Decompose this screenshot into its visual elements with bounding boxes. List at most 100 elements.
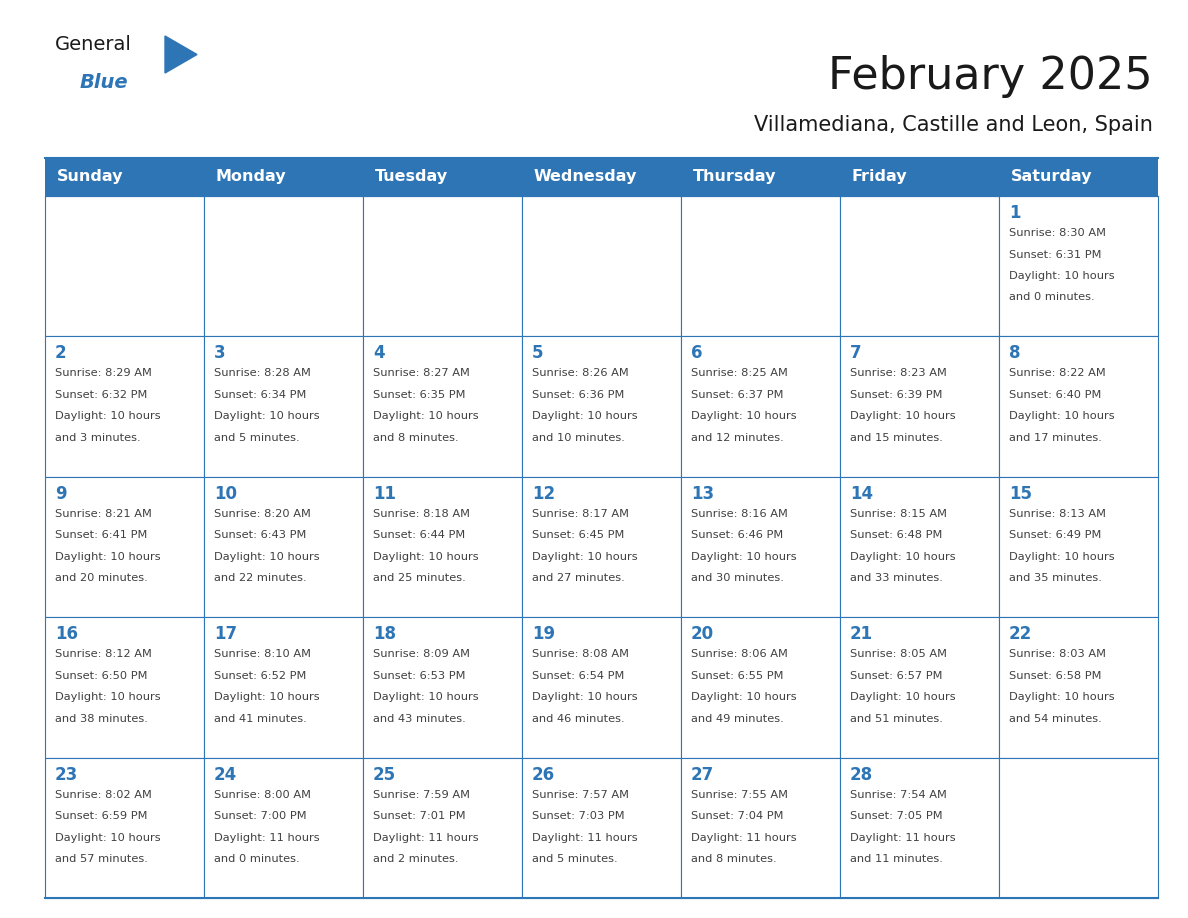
Text: 3: 3: [214, 344, 226, 363]
Text: February 2025: February 2025: [828, 55, 1154, 98]
Bar: [45, 757, 204, 898]
Text: Sunset: 7:01 PM: Sunset: 7:01 PM: [373, 812, 466, 821]
Bar: [522, 196, 681, 336]
Text: 1: 1: [1009, 204, 1020, 222]
Bar: [364, 158, 522, 196]
Text: and 8 minutes.: and 8 minutes.: [373, 433, 459, 442]
Text: Sunset: 6:34 PM: Sunset: 6:34 PM: [214, 390, 307, 400]
Text: Blue: Blue: [80, 73, 128, 92]
Text: Sunrise: 8:27 AM: Sunrise: 8:27 AM: [373, 368, 470, 378]
Text: Sunrise: 7:55 AM: Sunrise: 7:55 AM: [691, 789, 788, 800]
Text: Saturday: Saturday: [1011, 170, 1093, 185]
Text: 26: 26: [532, 766, 555, 784]
Text: and 20 minutes.: and 20 minutes.: [55, 574, 147, 583]
Text: Sunrise: 8:28 AM: Sunrise: 8:28 AM: [214, 368, 311, 378]
Text: Daylight: 10 hours: Daylight: 10 hours: [532, 692, 638, 702]
Text: Sunset: 6:49 PM: Sunset: 6:49 PM: [1009, 531, 1101, 541]
Text: Daylight: 10 hours: Daylight: 10 hours: [55, 411, 160, 421]
Text: Daylight: 10 hours: Daylight: 10 hours: [1009, 692, 1114, 702]
Text: 7: 7: [849, 344, 861, 363]
Text: Sunset: 7:05 PM: Sunset: 7:05 PM: [849, 812, 942, 821]
Text: Daylight: 10 hours: Daylight: 10 hours: [55, 833, 160, 843]
Text: 23: 23: [55, 766, 78, 784]
Text: Sunset: 6:57 PM: Sunset: 6:57 PM: [849, 671, 942, 681]
Polygon shape: [165, 36, 197, 73]
Text: Sunrise: 8:26 AM: Sunrise: 8:26 AM: [532, 368, 628, 378]
Text: and 46 minutes.: and 46 minutes.: [532, 713, 625, 723]
Text: 17: 17: [214, 625, 238, 644]
Text: Sunrise: 8:13 AM: Sunrise: 8:13 AM: [1009, 509, 1106, 519]
Text: Daylight: 10 hours: Daylight: 10 hours: [1009, 271, 1114, 281]
Text: and 41 minutes.: and 41 minutes.: [214, 713, 307, 723]
Bar: [999, 476, 1158, 617]
Text: Sunset: 6:46 PM: Sunset: 6:46 PM: [691, 531, 783, 541]
Text: Sunrise: 7:57 AM: Sunrise: 7:57 AM: [532, 789, 628, 800]
Text: Sunset: 7:04 PM: Sunset: 7:04 PM: [691, 812, 784, 821]
Text: 27: 27: [691, 766, 714, 784]
Text: Sunrise: 8:30 AM: Sunrise: 8:30 AM: [1009, 228, 1106, 238]
Bar: [999, 336, 1158, 476]
Bar: [45, 476, 204, 617]
Bar: [681, 336, 840, 476]
Text: Sunrise: 7:59 AM: Sunrise: 7:59 AM: [373, 789, 470, 800]
Text: and 43 minutes.: and 43 minutes.: [373, 713, 466, 723]
Text: Thursday: Thursday: [693, 170, 777, 185]
Text: Daylight: 11 hours: Daylight: 11 hours: [214, 833, 320, 843]
Text: Sunrise: 8:20 AM: Sunrise: 8:20 AM: [214, 509, 311, 519]
Text: Friday: Friday: [852, 170, 908, 185]
Text: 21: 21: [849, 625, 873, 644]
Text: Sunrise: 8:02 AM: Sunrise: 8:02 AM: [55, 789, 152, 800]
Text: Sunset: 6:45 PM: Sunset: 6:45 PM: [532, 531, 625, 541]
Text: 2: 2: [55, 344, 67, 363]
Text: Daylight: 10 hours: Daylight: 10 hours: [691, 692, 797, 702]
Text: and 25 minutes.: and 25 minutes.: [373, 574, 466, 583]
Text: 15: 15: [1009, 485, 1032, 503]
Text: Daylight: 10 hours: Daylight: 10 hours: [55, 692, 160, 702]
Text: Daylight: 11 hours: Daylight: 11 hours: [373, 833, 479, 843]
Text: 20: 20: [691, 625, 714, 644]
Text: Sunset: 6:35 PM: Sunset: 6:35 PM: [373, 390, 466, 400]
Text: Sunset: 6:54 PM: Sunset: 6:54 PM: [532, 671, 625, 681]
Text: Daylight: 10 hours: Daylight: 10 hours: [532, 411, 638, 421]
Bar: [45, 196, 204, 336]
Text: Daylight: 10 hours: Daylight: 10 hours: [373, 692, 479, 702]
Bar: [204, 196, 364, 336]
Text: Sunset: 6:31 PM: Sunset: 6:31 PM: [1009, 250, 1101, 260]
Text: 5: 5: [532, 344, 543, 363]
Text: and 10 minutes.: and 10 minutes.: [532, 433, 625, 442]
Bar: [840, 196, 999, 336]
Text: 22: 22: [1009, 625, 1032, 644]
Text: 14: 14: [849, 485, 873, 503]
Text: 24: 24: [214, 766, 238, 784]
Text: Sunrise: 8:15 AM: Sunrise: 8:15 AM: [849, 509, 947, 519]
Text: Sunset: 6:59 PM: Sunset: 6:59 PM: [55, 812, 147, 821]
Text: and 0 minutes.: and 0 minutes.: [1009, 293, 1094, 303]
Bar: [522, 757, 681, 898]
Bar: [681, 476, 840, 617]
Text: 8: 8: [1009, 344, 1020, 363]
Text: 12: 12: [532, 485, 555, 503]
Text: Sunrise: 8:22 AM: Sunrise: 8:22 AM: [1009, 368, 1106, 378]
Text: Daylight: 10 hours: Daylight: 10 hours: [691, 552, 797, 562]
Text: Sunrise: 8:10 AM: Sunrise: 8:10 AM: [214, 649, 311, 659]
Text: Sunrise: 8:29 AM: Sunrise: 8:29 AM: [55, 368, 152, 378]
Bar: [364, 617, 522, 757]
Text: Sunrise: 8:05 AM: Sunrise: 8:05 AM: [849, 649, 947, 659]
Text: Sunset: 6:43 PM: Sunset: 6:43 PM: [214, 531, 307, 541]
Text: and 2 minutes.: and 2 minutes.: [373, 854, 459, 864]
Text: Sunrise: 8:00 AM: Sunrise: 8:00 AM: [214, 789, 311, 800]
Text: 25: 25: [373, 766, 396, 784]
Text: Daylight: 10 hours: Daylight: 10 hours: [849, 552, 955, 562]
Text: and 12 minutes.: and 12 minutes.: [691, 433, 784, 442]
Bar: [522, 336, 681, 476]
Text: Sunrise: 8:25 AM: Sunrise: 8:25 AM: [691, 368, 788, 378]
Text: and 22 minutes.: and 22 minutes.: [214, 574, 307, 583]
Bar: [522, 617, 681, 757]
Bar: [840, 757, 999, 898]
Text: and 30 minutes.: and 30 minutes.: [691, 574, 784, 583]
Bar: [840, 476, 999, 617]
Text: Wednesday: Wednesday: [533, 170, 638, 185]
Text: and 54 minutes.: and 54 minutes.: [1009, 713, 1101, 723]
Text: and 49 minutes.: and 49 minutes.: [691, 713, 784, 723]
Text: and 3 minutes.: and 3 minutes.: [55, 433, 140, 442]
